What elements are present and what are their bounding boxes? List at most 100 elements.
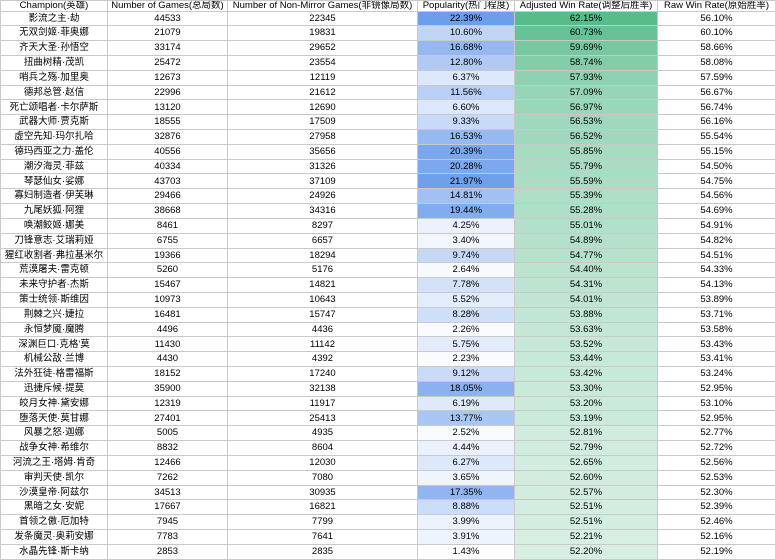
adjusted-win-rate-cell[interactable]: 52.79% [514,440,658,456]
champion-cell[interactable]: 发条魔灵·奥莉安娜 [0,528,108,545]
raw-win-rate-cell[interactable]: 52.95% [657,410,775,427]
adjusted-win-rate-cell[interactable]: 53.30% [514,380,658,397]
non-mirror-games-cell[interactable]: 17509 [227,114,418,130]
raw-win-rate-cell[interactable]: 54.33% [657,262,775,279]
adjusted-win-rate-cell[interactable]: 62.15% [514,10,658,27]
popularity-cell[interactable]: 1.43% [417,543,515,560]
popularity-cell[interactable]: 9.33% [417,114,515,130]
champion-cell[interactable]: 风暴之怒·迦娜 [0,425,108,442]
raw-win-rate-cell[interactable]: 53.24% [657,366,775,382]
champion-cell[interactable]: 死亡颂唱者·卡尔萨斯 [0,99,108,116]
non-mirror-games-cell[interactable]: 7799 [227,514,418,530]
popularity-cell[interactable]: 7.78% [417,277,515,293]
games-cell[interactable]: 25472 [107,54,228,71]
adjusted-win-rate-cell[interactable]: 52.51% [514,499,658,516]
non-mirror-games-cell[interactable]: 4935 [227,425,418,442]
games-cell[interactable]: 38668 [107,203,228,219]
popularity-cell[interactable]: 19.44% [417,203,515,219]
non-mirror-games-cell[interactable]: 5176 [227,262,418,279]
champion-cell[interactable]: 皎月女神·黛安娜 [0,395,108,412]
champion-cell[interactable]: 水晶先锋·斯卡纳 [0,543,108,560]
games-cell[interactable]: 7262 [107,469,228,486]
adjusted-win-rate-cell[interactable]: 52.65% [514,454,658,471]
adjusted-win-rate-cell[interactable]: 53.20% [514,395,658,412]
header-raw-win-rate[interactable]: Raw Win Rate(原始胜率) [657,0,775,12]
non-mirror-games-cell[interactable]: 29652 [227,40,418,56]
adjusted-win-rate-cell[interactable]: 52.20% [514,543,658,560]
non-mirror-games-cell[interactable]: 4392 [227,351,418,367]
adjusted-win-rate-cell[interactable]: 53.88% [514,306,658,323]
raw-win-rate-cell[interactable]: 55.54% [657,129,775,145]
adjusted-win-rate-cell[interactable]: 56.52% [514,129,658,145]
adjusted-win-rate-cell[interactable]: 60.73% [514,25,658,42]
non-mirror-games-cell[interactable]: 27958 [227,129,418,145]
popularity-cell[interactable]: 14.81% [417,188,515,205]
champion-cell[interactable]: 堕落天使·莫甘娜 [0,410,108,427]
games-cell[interactable]: 34513 [107,484,228,501]
non-mirror-games-cell[interactable]: 17240 [227,366,418,382]
adjusted-win-rate-cell[interactable]: 53.52% [514,336,658,353]
raw-win-rate-cell[interactable]: 53.10% [657,395,775,412]
adjusted-win-rate-cell[interactable]: 55.01% [514,217,658,234]
non-mirror-games-cell[interactable]: 25413 [227,410,418,427]
non-mirror-games-cell[interactable]: 11142 [227,336,418,353]
games-cell[interactable]: 40556 [107,143,228,160]
popularity-cell[interactable]: 6.19% [417,395,515,412]
non-mirror-games-cell[interactable]: 18294 [227,247,418,264]
champion-cell[interactable]: 琴瑟仙女·娑娜 [0,173,108,190]
popularity-cell[interactable]: 13.77% [417,410,515,427]
raw-win-rate-cell[interactable]: 52.46% [657,514,775,530]
raw-win-rate-cell[interactable]: 52.56% [657,454,775,471]
champion-cell[interactable]: 哨兵之殇·加里奥 [0,69,108,86]
raw-win-rate-cell[interactable]: 53.71% [657,306,775,323]
adjusted-win-rate-cell[interactable]: 55.28% [514,203,658,219]
non-mirror-games-cell[interactable]: 12690 [227,99,418,116]
games-cell[interactable]: 5260 [107,262,228,279]
non-mirror-games-cell[interactable]: 10643 [227,291,418,308]
games-cell[interactable]: 8461 [107,217,228,234]
popularity-cell[interactable]: 3.99% [417,514,515,530]
champion-cell[interactable]: 齐天大圣·孙悟空 [0,40,108,56]
champion-cell[interactable]: 影流之主·劫 [0,10,108,27]
raw-win-rate-cell[interactable]: 57.59% [657,69,775,86]
raw-win-rate-cell[interactable]: 52.95% [657,380,775,397]
raw-win-rate-cell[interactable]: 54.50% [657,158,775,175]
champion-cell[interactable]: 首领之傲·厄加特 [0,514,108,530]
adjusted-win-rate-cell[interactable]: 54.77% [514,247,658,264]
games-cell[interactable]: 12466 [107,454,228,471]
champion-cell[interactable]: 审判天使·凯尔 [0,469,108,486]
non-mirror-games-cell[interactable]: 12030 [227,454,418,471]
popularity-cell[interactable]: 3.65% [417,469,515,486]
games-cell[interactable]: 8832 [107,440,228,456]
champion-cell[interactable]: 法外狂徒·格雷福斯 [0,366,108,382]
non-mirror-games-cell[interactable]: 19831 [227,25,418,42]
games-cell[interactable]: 21079 [107,25,228,42]
champion-cell[interactable]: 无双剑姬·菲奥娜 [0,25,108,42]
adjusted-win-rate-cell[interactable]: 52.51% [514,514,658,530]
popularity-cell[interactable]: 6.27% [417,454,515,471]
non-mirror-games-cell[interactable]: 8604 [227,440,418,456]
champion-cell[interactable]: 黑暗之女·安妮 [0,499,108,516]
raw-win-rate-cell[interactable]: 52.77% [657,425,775,442]
champion-cell[interactable]: 猩红收割者·弗拉基米尔 [0,247,108,264]
games-cell[interactable]: 33174 [107,40,228,56]
popularity-cell[interactable]: 3.91% [417,528,515,545]
adjusted-win-rate-cell[interactable]: 55.85% [514,143,658,160]
adjusted-win-rate-cell[interactable]: 52.60% [514,469,658,486]
popularity-cell[interactable]: 5.75% [417,336,515,353]
champion-cell[interactable]: 潮汐海灵·菲兹 [0,158,108,175]
raw-win-rate-cell[interactable]: 54.51% [657,247,775,264]
adjusted-win-rate-cell[interactable]: 55.39% [514,188,658,205]
adjusted-win-rate-cell[interactable]: 54.31% [514,277,658,293]
raw-win-rate-cell[interactable]: 52.39% [657,499,775,516]
popularity-cell[interactable]: 10.60% [417,25,515,42]
header-non-mirror-games[interactable]: Number of Non-Mirror Games(非镜像局数) [227,0,418,12]
games-cell[interactable]: 18152 [107,366,228,382]
raw-win-rate-cell[interactable]: 52.16% [657,528,775,545]
non-mirror-games-cell[interactable]: 31326 [227,158,418,175]
adjusted-win-rate-cell[interactable]: 53.42% [514,366,658,382]
adjusted-win-rate-cell[interactable]: 52.81% [514,425,658,442]
non-mirror-games-cell[interactable]: 35656 [227,143,418,160]
popularity-cell[interactable]: 2.52% [417,425,515,442]
games-cell[interactable]: 2853 [107,543,228,560]
